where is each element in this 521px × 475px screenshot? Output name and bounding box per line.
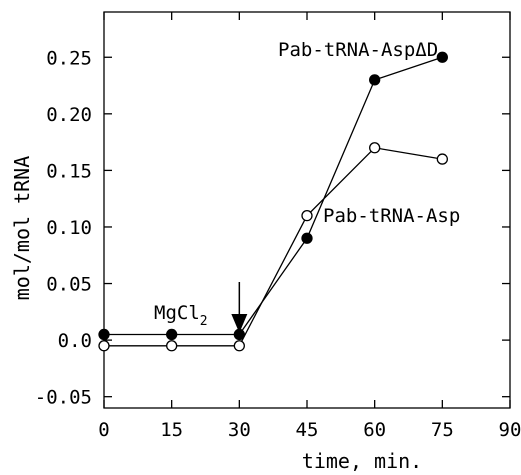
y-tick-label: 0.20 <box>46 104 92 126</box>
y-tick-label: 0.15 <box>46 160 92 182</box>
x-tick-label: 0 <box>98 419 109 441</box>
y-tick-label: 0.0 <box>58 330 92 352</box>
series-lines <box>104 56 443 347</box>
data-point-series-1 <box>436 153 448 165</box>
series-line-0 <box>104 56 443 336</box>
arrow-head <box>231 314 248 333</box>
mgcl2-subscript: 2 <box>200 314 208 329</box>
series-label-asp: Pab-tRNA-Asp <box>323 205 460 227</box>
y-axis-label: mol/mol tRNA <box>10 156 34 301</box>
data-point-series-0 <box>98 328 110 341</box>
mgcl2-annotation: MgCl2 <box>154 282 248 333</box>
data-point-series-0 <box>166 328 178 341</box>
data-point-series-1 <box>369 142 381 154</box>
y-tick-label: 0.05 <box>46 274 92 296</box>
x-tick-label: 60 <box>363 419 386 441</box>
data-point-series-1 <box>233 340 245 352</box>
data-point-series-0 <box>369 74 381 86</box>
x-axis-label: time, min. <box>302 449 422 473</box>
mgcl2-text: MgCl <box>154 302 200 324</box>
data-point-series-1 <box>301 210 313 222</box>
ticks: 0 15 30 45 60 75 90 -0.05 0.0 0.05 0.10 0.15 0.20 0.2… <box>35 12 521 441</box>
data-point-series-0 <box>301 232 313 244</box>
x-tick-label: 90 <box>499 419 521 441</box>
x-tick-label: 30 <box>228 419 251 441</box>
mgcl2-label: MgCl2 <box>154 302 208 329</box>
series-markers <box>98 51 448 352</box>
x-tick-label: 75 <box>431 419 454 441</box>
mgcl2-arrow-icon <box>231 282 248 333</box>
data-point-series-1 <box>98 340 110 352</box>
y-tick-label: 0.25 <box>46 47 92 69</box>
x-tick-label: 15 <box>160 419 183 441</box>
series-line-1 <box>104 147 443 347</box>
y-tick-label: 0.10 <box>46 217 92 239</box>
data-point-series-0 <box>436 51 448 63</box>
y-tick-label: -0.05 <box>35 387 92 409</box>
x-tick-label: 45 <box>296 419 319 441</box>
series-label-aspdd: Pab-tRNA-AspΔD <box>278 39 438 61</box>
data-point-series-1 <box>166 340 178 352</box>
